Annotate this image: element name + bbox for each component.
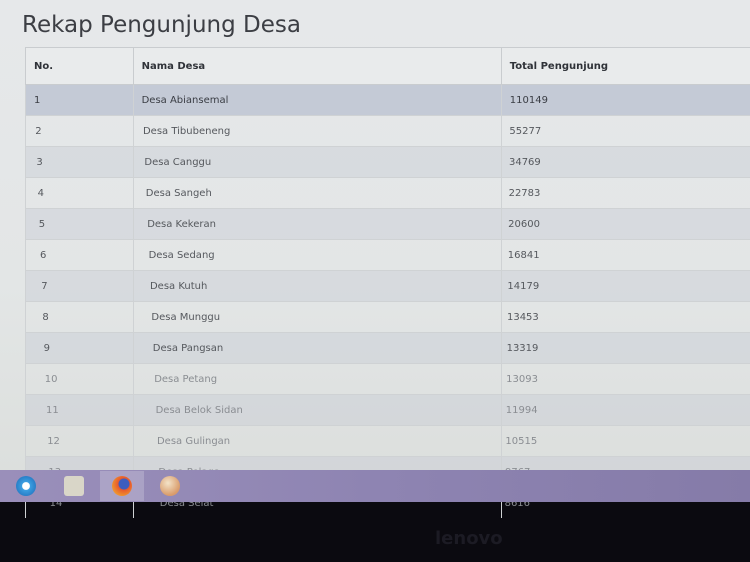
table-row[interactable]: 11 Desa Belok Sidan 11994 — [25, 394, 750, 426]
village-name: Desa Belok Sidan — [132, 394, 502, 426]
taskbar — [0, 470, 750, 502]
row-number: 9 — [25, 332, 134, 364]
header-no[interactable]: No. — [25, 47, 134, 85]
visitor-total: 22783 — [500, 177, 750, 209]
table-row[interactable]: 12 Desa Gulingan 10515 — [25, 425, 750, 457]
row-number: 12 — [25, 425, 134, 457]
village-name: Desa Kutuh — [132, 270, 502, 302]
table-header-row: No. Nama Desa Total Pengunjung — [25, 47, 750, 85]
table-row[interactable]: 6 Desa Sedang 16841 — [25, 239, 750, 271]
row-number: 6 — [25, 239, 134, 271]
internet-explorer-icon — [16, 476, 36, 496]
table-row[interactable]: 10 Desa Petang 13093 — [25, 363, 750, 395]
row-number: 3 — [25, 146, 134, 178]
table-row[interactable]: 7 Desa Kutuh 14179 — [25, 270, 750, 302]
file-explorer-icon — [64, 476, 84, 496]
village-name: Desa Sedang — [132, 239, 502, 271]
village-name: Desa Petang — [132, 363, 502, 395]
visitor-total: 11994 — [500, 394, 750, 426]
page-title: Rekap Pengunjung Desa — [22, 12, 301, 38]
visitor-total: 34769 — [500, 146, 750, 178]
visitor-total: 13093 — [500, 363, 750, 395]
row-number: 1 — [25, 84, 134, 116]
visitor-total: 20600 — [500, 208, 750, 240]
taskbar-button-explorer[interactable] — [52, 471, 96, 501]
row-number: 8 — [25, 301, 134, 333]
village-name: Desa Sangeh — [132, 177, 502, 209]
taskbar-button-app[interactable] — [148, 471, 192, 501]
row-number: 7 — [25, 270, 134, 302]
table-row[interactable]: 8 Desa Munggu 13453 — [25, 301, 750, 333]
row-number: 5 — [25, 208, 134, 240]
visitor-total: 55277 — [500, 115, 750, 147]
visitor-total: 13453 — [500, 301, 750, 333]
row-number: 11 — [25, 394, 134, 426]
row-number: 2 — [25, 115, 134, 147]
header-nama-desa[interactable]: Nama Desa — [132, 47, 502, 85]
visitor-total: 16841 — [500, 239, 750, 271]
village-name: Desa Abiansemal — [132, 84, 502, 116]
table-row[interactable]: 9 Desa Pangsan 13319 — [25, 332, 750, 364]
village-name: Desa Kekeran — [132, 208, 502, 240]
visitor-table: No. Nama Desa Total Pengunjung 1 Desa Abi… — [25, 47, 750, 518]
firefox-icon — [112, 476, 132, 496]
visitor-total: 110149 — [500, 84, 750, 116]
table-row[interactable]: 4 Desa Sangeh 22783 — [25, 177, 750, 209]
table-row[interactable]: 1 Desa Abiansemal 110149 — [25, 84, 750, 116]
village-name: Desa Tibubeneng — [132, 115, 502, 147]
row-number: 10 — [25, 363, 134, 395]
visitor-total: 10515 — [500, 425, 750, 457]
visitor-total: 13319 — [500, 332, 750, 364]
taskbar-button-ie[interactable] — [4, 471, 48, 501]
village-name: Desa Canggu — [132, 146, 502, 178]
table-row[interactable]: 2 Desa Tibubeneng 55277 — [25, 115, 750, 147]
village-name: Desa Munggu — [132, 301, 502, 333]
header-total-pengunjung[interactable]: Total Pengunjung — [500, 47, 750, 85]
table-row[interactable]: 5 Desa Kekeran 20600 — [25, 208, 750, 240]
app-orb-icon — [160, 476, 180, 496]
row-number: 4 — [25, 177, 134, 209]
browser-viewport: Rekap Pengunjung Desa No. Nama Desa Tota… — [0, 0, 750, 518]
taskbar-button-firefox[interactable] — [100, 471, 144, 501]
monitor-brand-logo: lenovo — [435, 528, 503, 549]
visitor-total: 14179 — [500, 270, 750, 302]
village-name: Desa Gulingan — [132, 425, 502, 457]
village-name: Desa Pangsan — [132, 332, 502, 364]
table-row[interactable]: 3 Desa Canggu 34769 — [25, 146, 750, 178]
